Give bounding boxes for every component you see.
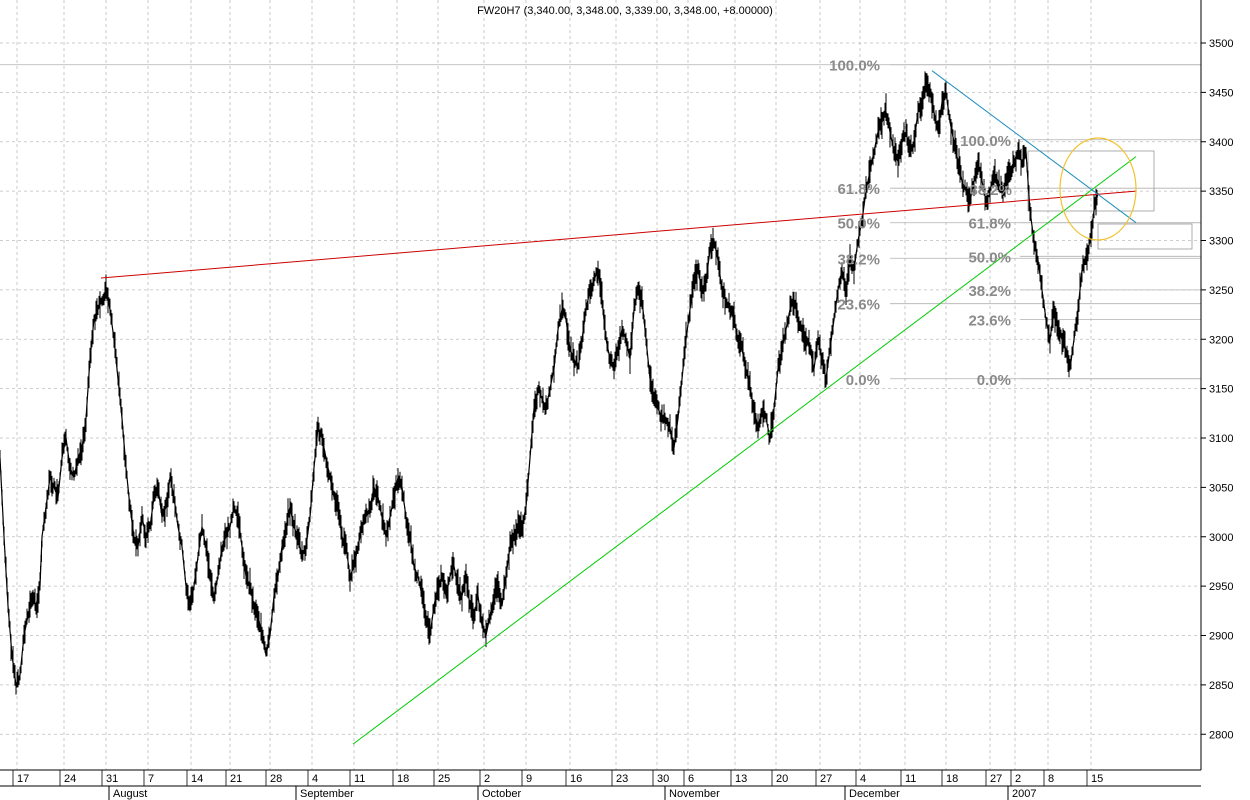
fib-label-right: 23.6%: [968, 313, 1011, 330]
y-tick-label: 3000: [1209, 532, 1233, 544]
x-tick-label: 11: [354, 773, 365, 785]
x-tick-label: 16: [570, 773, 582, 785]
x-month-label: 2007: [1012, 788, 1036, 800]
y-tick-label: 3350: [1209, 186, 1233, 198]
x-tick-label: 15: [1091, 773, 1103, 785]
x-tick-label: 28: [270, 773, 282, 785]
x-tick-label: 9: [526, 773, 532, 785]
annotation-box: [1097, 223, 1193, 250]
x-tick-label: 17: [17, 773, 29, 785]
x-tick-label: 14: [191, 773, 203, 785]
x-month-label: August: [113, 788, 147, 800]
trendline: [352, 156, 1137, 745]
fib-label-left: 100.0%: [829, 58, 880, 75]
x-tick-label: 18: [946, 773, 958, 785]
x-tick-label: 4: [860, 773, 866, 785]
x-tick-label: 31: [106, 773, 118, 785]
price-series: [0, 71, 1099, 695]
y-tick-label: 3050: [1209, 482, 1233, 494]
y-tick-label: 3150: [1209, 384, 1233, 396]
y-tick-label: 2950: [1209, 581, 1233, 593]
y-tick-label: 3200: [1209, 334, 1233, 346]
x-tick-label: 25: [438, 773, 450, 785]
highlight-circle: [1059, 137, 1137, 241]
fib-label-right: 38.2%: [968, 283, 1011, 300]
x-tick-label: 11: [905, 773, 916, 785]
x-tick-label: 18: [397, 773, 409, 785]
x-month-label: September: [300, 788, 354, 800]
y-tick-label: 3300: [1209, 236, 1233, 248]
x-month-label: November: [669, 788, 720, 800]
fib-label-right: 61.8%: [968, 216, 1011, 233]
x-tick-label: 23: [616, 773, 628, 785]
y-tick-label: 3100: [1209, 433, 1233, 445]
y-tick-label: 2850: [1209, 680, 1233, 692]
x-tick-label: 8: [1048, 773, 1054, 785]
fib-label-right: 100.0%: [960, 133, 1011, 150]
fib-label-left: 38.2%: [837, 251, 880, 268]
y-tick-label: 3400: [1209, 137, 1233, 149]
x-tick-label: 27: [820, 773, 832, 785]
x-tick-label: 20: [776, 773, 788, 785]
x-tick-label: 21: [230, 773, 242, 785]
x-tick-label: 30: [657, 773, 669, 785]
grid: [0, 0, 1201, 770]
y-tick-label: 3250: [1209, 285, 1233, 297]
fib-label-extra: 38.2%: [969, 182, 1012, 199]
y-tick-label: 3500: [1209, 38, 1233, 50]
fib-label-right: 50.0%: [968, 249, 1011, 266]
fib-label-left: 61.8%: [837, 181, 880, 198]
y-tick-label: 3450: [1209, 87, 1233, 99]
y-tick-label: 2900: [1209, 631, 1233, 643]
fib-label-left: 50.0%: [837, 216, 880, 233]
y-tick-label: 2800: [1209, 729, 1233, 741]
y-axis: 3500 3450 3400 3350 3300 3250 3200 3150 3100 3050…: [1201, 38, 1233, 741]
x-tick-label: 7: [148, 773, 154, 785]
x-month-label: December: [849, 788, 900, 800]
trendlines: [100, 70, 1137, 745]
x-tick-label: 24: [64, 773, 76, 785]
x-tick-label: 2: [484, 773, 490, 785]
trendline: [931, 70, 1137, 224]
x-axis: 17 24 31 7 14 21 28 4 11 18 25 2 9 16 23 30 6 13 20 27 4 11 18…: [12, 770, 1103, 800]
x-tick-label: 6: [688, 773, 694, 785]
x-tick-label: 2: [1015, 773, 1021, 785]
x-month-label: October: [482, 788, 521, 800]
fib-label-left: 23.6%: [837, 297, 880, 314]
x-tick-label: 4: [312, 773, 318, 785]
fibonacci-levels: [0, 64, 1201, 380]
fibonacci-labels: 100.0% 61.8% 50.0% 38.2% 23.6% 0.0% 100.0% 61.8…: [829, 58, 1012, 389]
x-tick-label: 13: [735, 773, 747, 785]
fib-label-left: 0.0%: [846, 372, 880, 389]
x-tick-label: 27: [990, 773, 1002, 785]
fib-label-right: 0.0%: [977, 372, 1011, 389]
chart-title: FW20H7 (3,340.00, 3,348.00, 3,339.00, 3,…: [477, 5, 773, 17]
trendline: [100, 190, 1137, 279]
